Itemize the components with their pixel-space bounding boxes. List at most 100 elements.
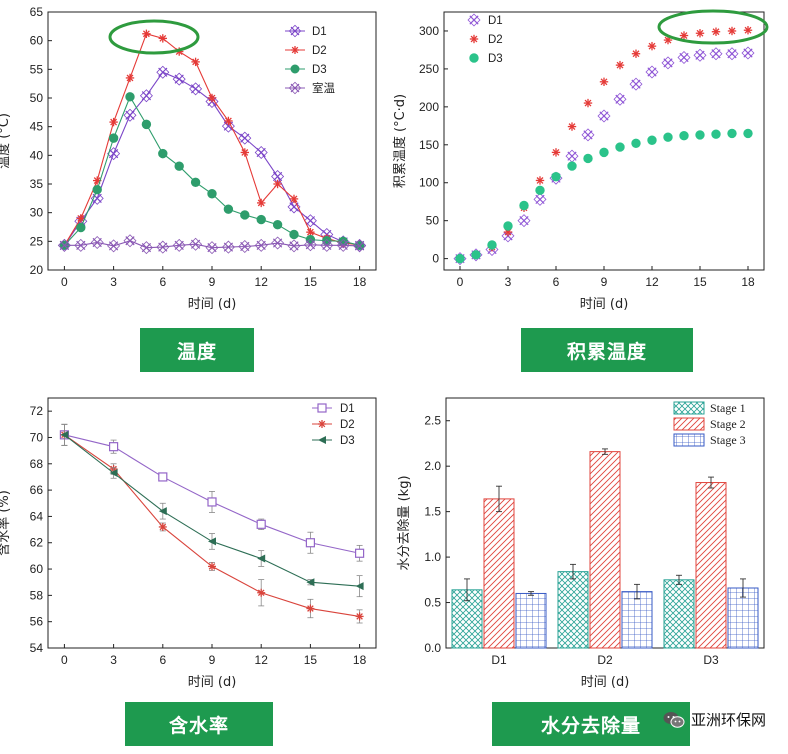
data-point bbox=[338, 236, 348, 247]
legend-label: Stage 2 bbox=[710, 417, 746, 431]
y-tick-label: 50 bbox=[426, 214, 440, 228]
y-tick-label: 58 bbox=[30, 588, 44, 602]
series-line bbox=[64, 434, 360, 617]
data-point bbox=[289, 229, 299, 240]
y-tick-label: 60 bbox=[30, 562, 44, 576]
data-point bbox=[322, 236, 332, 246]
bar bbox=[589, 451, 621, 649]
data-point bbox=[92, 185, 102, 195]
data-point bbox=[240, 210, 250, 220]
x-tick-label: 18 bbox=[353, 653, 367, 667]
data-point bbox=[273, 179, 282, 189]
data-point bbox=[743, 128, 753, 139]
error-bar bbox=[496, 485, 502, 513]
data-point bbox=[207, 93, 217, 103]
x-tick-label: 0 bbox=[457, 275, 464, 289]
data-point bbox=[287, 239, 301, 253]
data-point bbox=[207, 497, 217, 507]
caption-cumulative-temperature: 积累温度 bbox=[521, 328, 693, 372]
data-point bbox=[471, 250, 481, 260]
error-bar bbox=[570, 563, 576, 580]
y-tick-label: 55 bbox=[30, 62, 44, 76]
legend-marker bbox=[318, 420, 326, 428]
series-D3 bbox=[455, 128, 753, 264]
data-point bbox=[125, 73, 135, 83]
legend-label: D3 bbox=[312, 64, 327, 76]
y-tick-label: 20 bbox=[30, 263, 44, 277]
legend-label: 室温 bbox=[312, 81, 335, 95]
error-bar bbox=[740, 578, 746, 598]
data-point bbox=[355, 548, 365, 558]
legend-entry: Stage 2 bbox=[673, 417, 746, 431]
data-point bbox=[629, 77, 643, 91]
y-tick-label: 25 bbox=[30, 234, 44, 248]
y-tick-label: 64 bbox=[30, 509, 44, 523]
legend-marker bbox=[469, 34, 479, 44]
moisture-content-chart: 0 3 6 9 12 15 18 54 56 58 60 62 64 66 68 70 72 时间 (d) 含水率 … bbox=[0, 397, 377, 690]
legend-marker bbox=[469, 53, 479, 63]
y-tick-label: 200 bbox=[419, 100, 439, 114]
x-tick-label: 9 bbox=[601, 275, 608, 289]
data-point bbox=[695, 29, 705, 38]
x-tick-label: D2 bbox=[597, 653, 613, 667]
data-point bbox=[533, 192, 547, 206]
data-point bbox=[156, 65, 170, 79]
data-point bbox=[597, 109, 611, 123]
x-tick-label: 12 bbox=[645, 275, 659, 289]
legend-label: D3 bbox=[488, 53, 503, 65]
bar bbox=[557, 571, 589, 649]
legend: D1 D2 D3 室温 bbox=[285, 24, 335, 95]
data-point bbox=[565, 149, 579, 163]
y-tick-label: 30 bbox=[30, 206, 44, 220]
data-point bbox=[677, 51, 691, 65]
data-point bbox=[224, 116, 233, 126]
data-point bbox=[503, 221, 513, 231]
data-point bbox=[238, 131, 252, 145]
data-point bbox=[257, 198, 266, 208]
legend: D1 D2 D3 bbox=[312, 403, 355, 447]
data-point bbox=[645, 65, 659, 79]
data-point bbox=[679, 31, 689, 40]
x-tick-label: 12 bbox=[255, 653, 269, 667]
data-point bbox=[158, 507, 167, 516]
x-tick-label: 6 bbox=[159, 275, 166, 289]
data-point bbox=[615, 60, 625, 70]
data-point bbox=[60, 430, 69, 439]
data-point bbox=[109, 469, 118, 477]
temperature-chart: 0 3 6 9 12 15 18 20 25 30 35 40 45 50 55 60 65 时间 (d) 温度 (… bbox=[0, 5, 377, 312]
data-point bbox=[254, 238, 268, 252]
y-tick-label: 62 bbox=[30, 536, 44, 550]
data-point bbox=[517, 214, 531, 228]
data-point bbox=[190, 177, 201, 187]
data-point bbox=[631, 138, 641, 148]
data-point bbox=[271, 236, 285, 250]
error-bar bbox=[464, 578, 470, 602]
legend-label: Stage 3 bbox=[710, 433, 746, 447]
y-axis-title: 水分去除量 (kg) bbox=[397, 475, 412, 570]
x-tick-label: 6 bbox=[159, 653, 166, 667]
x-tick-label: 0 bbox=[61, 653, 68, 667]
y-tick-label: 50 bbox=[30, 91, 44, 105]
data-point bbox=[661, 56, 675, 70]
bar bbox=[695, 482, 727, 649]
data-point bbox=[158, 472, 168, 482]
series-D2 bbox=[60, 29, 364, 250]
legend-marker bbox=[318, 436, 326, 444]
series-D1 bbox=[59, 423, 365, 562]
x-tick-label: 15 bbox=[304, 275, 318, 289]
series-line bbox=[63, 95, 360, 246]
data-point bbox=[108, 442, 119, 452]
data-point bbox=[679, 130, 689, 141]
data-point bbox=[123, 108, 137, 122]
legend-entry: D3 bbox=[469, 53, 503, 65]
data-point bbox=[76, 214, 85, 223]
data-point bbox=[725, 47, 739, 61]
data-point bbox=[581, 128, 595, 142]
y-tick-label: 0.5 bbox=[424, 596, 441, 610]
legend-entry: D2 bbox=[285, 45, 327, 57]
data-point bbox=[257, 588, 266, 597]
x-tick-label: 18 bbox=[741, 275, 755, 289]
legend-marker bbox=[288, 24, 302, 38]
legend-marker bbox=[290, 64, 300, 74]
data-point bbox=[709, 47, 723, 61]
